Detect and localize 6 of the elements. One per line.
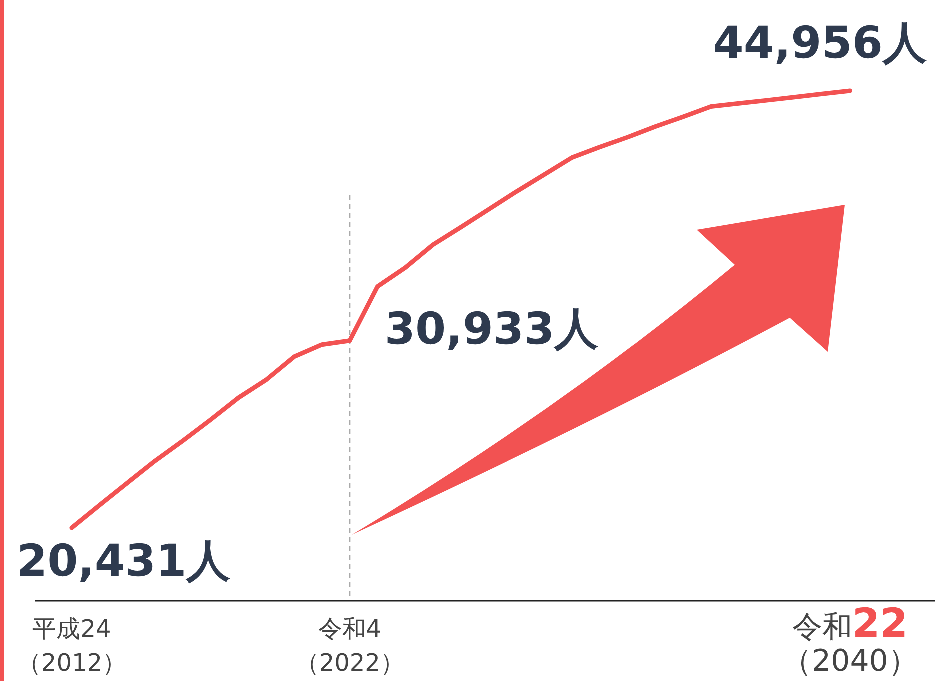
data-label: 20,431人 [16,536,231,587]
x-tick-label: 令和22 （2040） [782,601,918,679]
data-label: 30,933人 [384,304,599,355]
x-tick-label: 平成24 （2012） [17,615,127,677]
x-tick-label: 令和4 （2022） [295,615,404,677]
data-label: 44,956人 [713,18,927,69]
